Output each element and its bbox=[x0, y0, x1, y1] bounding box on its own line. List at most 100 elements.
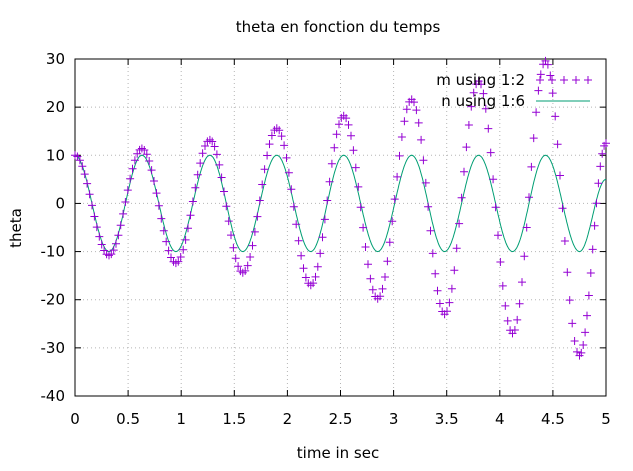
legend: m using 1:2 n using 1:6 bbox=[436, 71, 592, 110]
marker-plus bbox=[220, 187, 228, 196]
marker-plus bbox=[184, 224, 192, 233]
legend-marker-m bbox=[572, 76, 580, 84]
marker-plus bbox=[198, 149, 207, 158]
marker-plus bbox=[277, 132, 286, 141]
marker-plus bbox=[267, 131, 276, 140]
marker-plus bbox=[532, 108, 541, 117]
marker-plus bbox=[83, 179, 92, 188]
marker-plus bbox=[294, 236, 303, 245]
marker-plus bbox=[246, 253, 255, 261]
marker-plus bbox=[518, 278, 526, 287]
marker-plus bbox=[510, 326, 519, 334]
marker-plus bbox=[263, 151, 272, 160]
marker-plus bbox=[402, 105, 411, 114]
marker-plus bbox=[543, 60, 552, 69]
marker-plus bbox=[186, 211, 195, 220]
marker-plus bbox=[426, 226, 435, 235]
marker-plus bbox=[150, 177, 158, 185]
marker-plus bbox=[548, 89, 557, 98]
marker-plus bbox=[534, 86, 543, 95]
marker-plus bbox=[378, 284, 387, 293]
marker-plus bbox=[397, 133, 406, 141]
marker-plus bbox=[491, 203, 500, 212]
marker-plus bbox=[584, 291, 593, 300]
y-tick-label: 30 bbox=[46, 50, 65, 68]
marker-plus bbox=[191, 183, 200, 192]
marker-plus bbox=[364, 260, 372, 269]
legend-label-m: m using 1:2 bbox=[436, 71, 525, 89]
marker-plus bbox=[299, 264, 308, 273]
marker-plus bbox=[157, 214, 166, 223]
marker-plus bbox=[457, 193, 466, 202]
marker-plus bbox=[568, 319, 577, 328]
marker-plus bbox=[75, 156, 84, 165]
marker-plus bbox=[335, 120, 343, 129]
marker-plus bbox=[332, 130, 341, 139]
marker-plus bbox=[248, 241, 257, 250]
marker-plus bbox=[433, 286, 442, 295]
marker-plus bbox=[447, 284, 456, 293]
marker-plus bbox=[284, 168, 293, 177]
marker-plus bbox=[376, 292, 385, 301]
marker-plus bbox=[174, 257, 183, 266]
marker-plus bbox=[253, 212, 262, 221]
marker-plus bbox=[594, 179, 603, 188]
marker-plus bbox=[250, 227, 259, 236]
x-tick-label: 3 bbox=[389, 410, 399, 428]
marker-plus bbox=[222, 202, 231, 211]
marker-plus bbox=[201, 142, 209, 150]
marker-plus bbox=[435, 299, 444, 308]
marker-plus bbox=[410, 98, 418, 107]
marker-plus bbox=[234, 262, 243, 271]
marker-plus bbox=[196, 159, 205, 168]
marker-plus bbox=[536, 70, 545, 79]
marker-plus bbox=[513, 315, 522, 324]
marker-plus bbox=[95, 232, 104, 241]
marker-plus bbox=[477, 80, 485, 89]
marker-plus bbox=[361, 243, 370, 251]
marker-plus bbox=[484, 124, 493, 133]
marker-plus bbox=[330, 143, 339, 152]
legend-marker-m bbox=[536, 76, 544, 84]
y-tick-label: -10 bbox=[41, 243, 66, 261]
marker-plus bbox=[489, 175, 498, 184]
marker-plus bbox=[428, 249, 437, 258]
marker-plus bbox=[145, 157, 154, 165]
marker-plus bbox=[88, 201, 96, 210]
marker-plus bbox=[265, 140, 274, 149]
marker-plus bbox=[130, 156, 139, 165]
marker-plus bbox=[496, 258, 505, 266]
marker-plus bbox=[344, 120, 353, 129]
marker-plus bbox=[583, 311, 591, 320]
marker-plus bbox=[90, 212, 99, 221]
marker-plus bbox=[193, 170, 202, 179]
marker-plus bbox=[494, 231, 502, 240]
marker-plus bbox=[527, 162, 536, 171]
marker-plus bbox=[126, 174, 135, 183]
chart-title: theta en fonction du temps bbox=[236, 18, 441, 36]
marker-plus bbox=[515, 299, 524, 308]
marker-plus bbox=[275, 126, 284, 135]
marker-plus bbox=[140, 146, 149, 154]
marker-plus bbox=[467, 102, 476, 111]
series-markers-m bbox=[71, 56, 610, 360]
marker-plus bbox=[243, 261, 252, 270]
marker-plus bbox=[393, 172, 402, 181]
marker-plus bbox=[154, 201, 163, 210]
grid bbox=[75, 59, 606, 396]
marker-plus bbox=[455, 219, 464, 228]
marker-plus bbox=[553, 140, 562, 149]
marker-plus bbox=[590, 221, 599, 230]
marker-plus bbox=[602, 139, 610, 148]
x-tick-label: 2.5 bbox=[329, 410, 353, 428]
marker-plus bbox=[400, 117, 409, 126]
x-tick-labels: 0 0.5 1 1.5 2 2.5 3 3.5 4 4.5 5 bbox=[70, 410, 611, 428]
legend-label-n: n using 1:6 bbox=[441, 92, 525, 110]
marker-plus bbox=[443, 307, 451, 316]
marker-plus bbox=[469, 88, 478, 97]
marker-plus bbox=[592, 199, 601, 208]
marker-plus bbox=[395, 151, 404, 160]
y-axis-label: theta bbox=[7, 208, 25, 248]
marker-plus bbox=[159, 226, 168, 235]
marker-plus bbox=[301, 273, 310, 282]
